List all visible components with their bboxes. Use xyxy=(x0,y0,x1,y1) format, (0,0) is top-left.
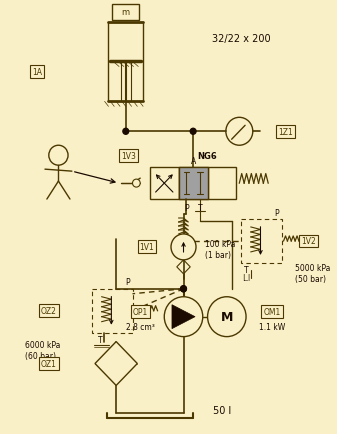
Text: 32/22 x 200: 32/22 x 200 xyxy=(212,33,271,43)
Bar xyxy=(92,289,132,333)
Circle shape xyxy=(208,297,246,337)
Text: P: P xyxy=(184,203,189,212)
Circle shape xyxy=(181,286,186,292)
Bar xyxy=(179,168,208,200)
Text: P: P xyxy=(125,278,130,286)
Text: (50 bar): (50 bar) xyxy=(295,275,326,284)
Text: NG6: NG6 xyxy=(198,151,217,160)
Text: 1Z1: 1Z1 xyxy=(278,128,293,136)
Text: 1V2: 1V2 xyxy=(301,237,316,246)
Text: M: M xyxy=(221,310,233,323)
Circle shape xyxy=(171,234,196,260)
Text: |_|: |_| xyxy=(242,274,250,281)
Polygon shape xyxy=(172,305,195,329)
Text: 1.1 kW: 1.1 kW xyxy=(259,322,285,332)
Text: T: T xyxy=(197,203,202,212)
Text: 2.8 cm³: 2.8 cm³ xyxy=(126,322,155,332)
Text: OZ1: OZ1 xyxy=(41,359,57,368)
Text: T: T xyxy=(97,335,102,344)
Text: 5000 kPa: 5000 kPa xyxy=(295,264,331,273)
Text: OP1: OP1 xyxy=(132,307,148,316)
Polygon shape xyxy=(95,342,137,385)
Text: OM1: OM1 xyxy=(264,307,281,316)
Text: 1V1: 1V1 xyxy=(140,243,154,252)
Bar xyxy=(208,168,237,200)
Text: A: A xyxy=(190,156,196,165)
Text: m: m xyxy=(122,8,130,17)
Text: (60 bar): (60 bar) xyxy=(25,351,56,360)
Bar xyxy=(112,5,139,20)
Text: (1 bar): (1 bar) xyxy=(205,251,231,260)
Text: 50 l: 50 l xyxy=(213,405,231,415)
Text: 6000 kPa: 6000 kPa xyxy=(25,340,60,349)
Circle shape xyxy=(190,129,196,135)
Circle shape xyxy=(123,129,129,135)
Text: 100 kPa: 100 kPa xyxy=(205,240,235,249)
Circle shape xyxy=(226,118,253,146)
Text: OZ2: OZ2 xyxy=(41,306,57,316)
Text: 1V3: 1V3 xyxy=(121,151,136,160)
Circle shape xyxy=(181,286,186,292)
Bar xyxy=(241,220,282,263)
Text: T: T xyxy=(244,266,248,275)
Text: P: P xyxy=(275,208,279,217)
Bar xyxy=(179,168,208,200)
Bar xyxy=(150,168,179,200)
Text: 1A: 1A xyxy=(32,68,42,77)
Circle shape xyxy=(132,180,140,187)
Circle shape xyxy=(164,297,203,337)
